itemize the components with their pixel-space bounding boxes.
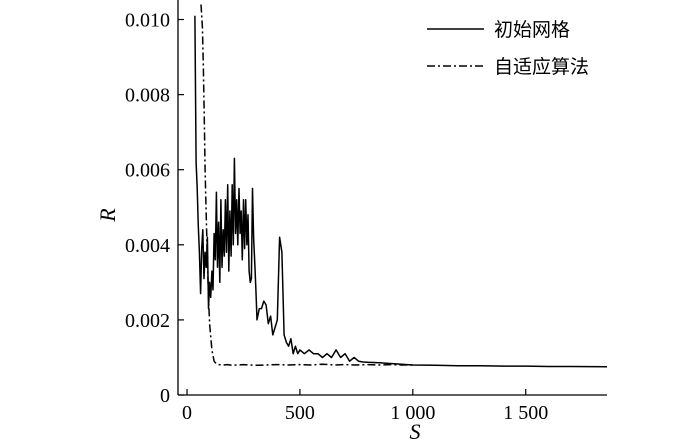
ticks: 0 0.002 0.004 0.006 0.008 0.010 0 500 1 000 1 500 [125, 10, 548, 424]
axes [177, 0, 607, 396]
y-axis-title: R [95, 208, 120, 223]
series [194, 4, 608, 368]
y-tick-label: 0.008 [125, 85, 170, 107]
y-tick-label: 0.010 [125, 10, 170, 32]
series-line-adaptive [200, 4, 413, 367]
y-tick-label: 0 [160, 385, 170, 407]
series-line-initial-grid [194, 15, 608, 368]
x-axis-title: S [410, 419, 421, 441]
legend: 初始网格 自适应算法 [427, 19, 589, 78]
x-tick-label: 500 [285, 402, 315, 424]
y-tick-label: 0.002 [125, 310, 170, 332]
y-tick-label: 0.006 [125, 160, 170, 182]
legend-label-adaptive: 自适应算法 [494, 56, 589, 78]
legend-label-initial-grid: 初始网格 [494, 19, 570, 41]
y-tick-label: 0.004 [125, 235, 170, 257]
x-tick-label: 1 000 [390, 402, 435, 424]
x-tick-label: 0 [182, 402, 192, 424]
x-tick-label: 1 500 [503, 402, 548, 424]
